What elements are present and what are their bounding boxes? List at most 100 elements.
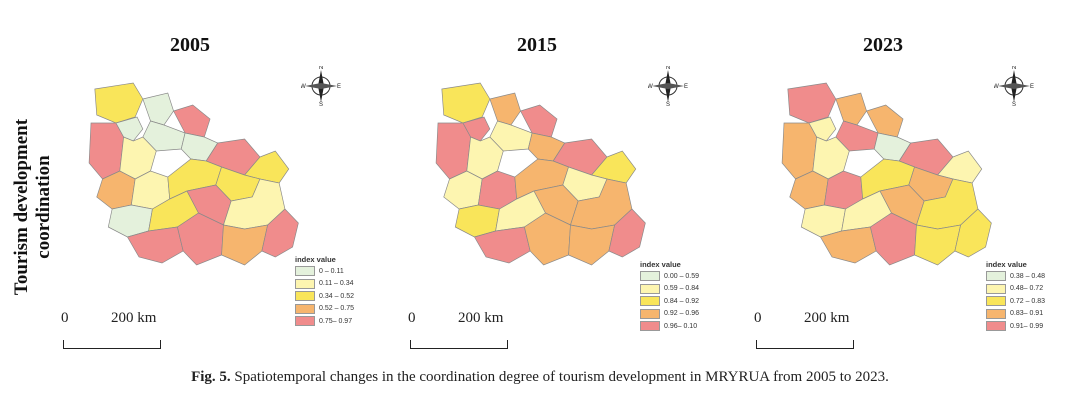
legend-label: 0 – 0.11 bbox=[319, 267, 344, 275]
map-region bbox=[115, 116, 144, 142]
scale-bar: 0 200 km bbox=[408, 310, 518, 350]
legend: index value 0 – 0.11 0.11 – 0.34 0.34 – 0.5… bbox=[295, 255, 354, 329]
compass-label: N bbox=[1012, 66, 1016, 71]
legend-item: 0.00 – 0.59 bbox=[640, 271, 699, 281]
legend-item: 0.96– 0.10 bbox=[640, 321, 699, 331]
map-region bbox=[435, 122, 471, 180]
map-region bbox=[441, 82, 491, 124]
map-region bbox=[221, 224, 269, 266]
compass-label: S bbox=[319, 102, 323, 106]
y-axis-label: Tourism development coordination bbox=[2, 100, 64, 315]
legend-item: 0.48– 0.72 bbox=[986, 283, 1045, 294]
legend-item: 0.75– 0.97 bbox=[295, 316, 354, 326]
legend-label: 0.59 – 0.84 bbox=[664, 285, 700, 292]
map-region bbox=[142, 92, 174, 126]
figure-caption: Fig. 5. Spatiotemporal changes in the co… bbox=[0, 369, 1080, 386]
legend-label: 0.00 – 0.59 bbox=[664, 272, 700, 280]
compass-label: N bbox=[319, 66, 323, 71]
legend-label: 0.38 – 0.48 bbox=[1010, 272, 1046, 280]
map-region bbox=[914, 224, 962, 266]
scale-line bbox=[410, 340, 508, 349]
region-map bbox=[435, 82, 646, 266]
compass-label: E bbox=[337, 84, 341, 90]
scale-distance-label: 200 km bbox=[804, 310, 850, 326]
legend: index value 0.00 – 0.59 0.59 – 0.84 0.84 – … bbox=[640, 260, 699, 334]
legend-item: 0.84 – 0.92 bbox=[640, 296, 699, 306]
scale-distance-label: 200 km bbox=[458, 310, 504, 326]
map-region bbox=[608, 208, 646, 258]
legend-item: 0.11 – 0.34 bbox=[295, 278, 354, 289]
caption-label: Fig. 5. bbox=[191, 369, 231, 385]
legend-title: index value bbox=[640, 260, 681, 269]
legend-swatch bbox=[295, 278, 315, 289]
map-region bbox=[781, 122, 817, 180]
legend-swatch bbox=[295, 291, 315, 301]
map-region bbox=[489, 92, 521, 126]
panel-title: 2005 bbox=[170, 34, 210, 56]
map-region bbox=[835, 92, 867, 126]
legend-swatch bbox=[986, 321, 1006, 331]
legend-title: index value bbox=[295, 255, 336, 264]
caption-text: Spatiotemporal changes in the coordinati… bbox=[234, 369, 889, 385]
legend-swatch bbox=[295, 316, 315, 326]
compass-label: S bbox=[1012, 102, 1016, 106]
legend-item: 0.83– 0.91 bbox=[986, 308, 1045, 319]
compass-label: W bbox=[994, 84, 999, 90]
compass-rose-icon: N S E W bbox=[993, 65, 1034, 108]
y-label-line1: Tourism development bbox=[11, 118, 32, 296]
legend-label: 0.96– 0.10 bbox=[664, 322, 698, 330]
legend-item: 0.92 – 0.96 bbox=[640, 308, 699, 319]
legend-item: 0.91– 0.99 bbox=[986, 321, 1045, 331]
map-region bbox=[568, 224, 616, 266]
map-region bbox=[88, 122, 124, 180]
scale-bar: 0 200 km bbox=[754, 310, 864, 350]
panel-title: 2023 bbox=[863, 34, 903, 56]
legend-label: 0.75– 0.97 bbox=[319, 317, 353, 325]
legend-swatch bbox=[640, 283, 660, 294]
scale-bar: 0 200 km bbox=[61, 310, 171, 350]
legend-swatch bbox=[640, 321, 660, 331]
legend-label: 0.48– 0.72 bbox=[1010, 285, 1044, 292]
y-label-line2: coordination bbox=[33, 155, 54, 259]
compass-rose-icon: N S E W bbox=[647, 65, 688, 108]
legend-label: 0.34 – 0.52 bbox=[319, 292, 355, 300]
scale-line bbox=[756, 340, 854, 349]
legend-swatch bbox=[295, 266, 315, 276]
legend-label: 0.11 – 0.34 bbox=[319, 280, 354, 287]
map-region bbox=[462, 116, 491, 142]
legend-swatch bbox=[640, 271, 660, 281]
compass-label: E bbox=[684, 84, 688, 90]
legend-item: 0.34 – 0.52 bbox=[295, 291, 354, 301]
legend-label: 0.72 – 0.83 bbox=[1010, 297, 1046, 305]
map-region bbox=[94, 82, 144, 124]
legend-title: index value bbox=[986, 260, 1027, 269]
legend-label: 0.83– 0.91 bbox=[1010, 310, 1044, 317]
panel-title: 2015 bbox=[517, 34, 557, 56]
compass-label: W bbox=[648, 84, 653, 90]
compass-rose-icon: N S E W bbox=[300, 65, 341, 108]
map-region bbox=[520, 104, 558, 138]
legend-item: 0 – 0.11 bbox=[295, 266, 354, 276]
compass-label: S bbox=[666, 102, 670, 106]
legend-swatch bbox=[986, 308, 1006, 319]
map-region bbox=[787, 82, 837, 124]
compass-label: E bbox=[1030, 84, 1034, 90]
legend-label: 0.91– 0.99 bbox=[1010, 322, 1044, 330]
legend-item: 0.59 – 0.84 bbox=[640, 283, 700, 294]
scale-zero-label: 0 bbox=[61, 310, 69, 326]
map-region bbox=[866, 104, 904, 138]
compass-label: W bbox=[301, 84, 306, 90]
legend: index value 0.38 – 0.48 0.48– 0.72 0.72 – 0… bbox=[986, 260, 1045, 334]
legend-swatch bbox=[640, 308, 660, 319]
map-region bbox=[954, 208, 992, 258]
legend-swatch bbox=[640, 296, 660, 306]
scale-zero-label: 0 bbox=[408, 310, 416, 326]
scale-line bbox=[63, 340, 161, 349]
map-region bbox=[261, 208, 299, 258]
legend-label: 0.52 – 0.75 bbox=[319, 305, 355, 312]
map-region bbox=[173, 104, 211, 138]
legend-label: 0.84 – 0.92 bbox=[664, 297, 700, 305]
